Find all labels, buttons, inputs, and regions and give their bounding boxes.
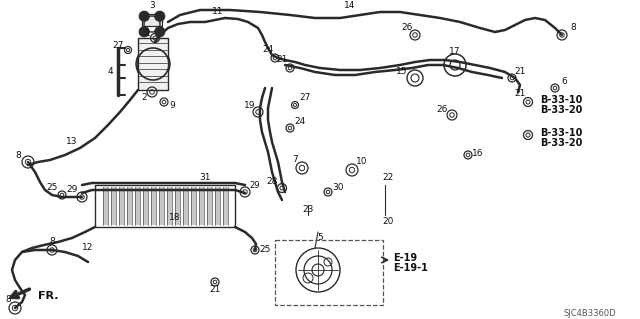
Bar — [143, 187, 148, 225]
Text: 9: 9 — [169, 100, 175, 109]
Text: 6: 6 — [561, 78, 567, 86]
Text: 21: 21 — [515, 68, 525, 77]
Bar — [215, 187, 220, 225]
Bar — [138, 38, 168, 90]
Text: 21: 21 — [515, 88, 525, 98]
Text: B-33-10: B-33-10 — [540, 128, 582, 138]
Text: 4: 4 — [107, 68, 113, 77]
Text: 27: 27 — [300, 93, 310, 102]
Text: 23: 23 — [302, 205, 314, 214]
Text: 20: 20 — [382, 218, 394, 226]
Text: 25: 25 — [259, 246, 271, 255]
Bar — [151, 187, 156, 225]
Circle shape — [140, 11, 149, 21]
Text: E-19-1: E-19-1 — [393, 263, 428, 273]
Text: 22: 22 — [382, 174, 394, 182]
Bar — [119, 187, 124, 225]
Circle shape — [155, 27, 164, 37]
Text: 29: 29 — [67, 186, 77, 195]
Text: B-33-20: B-33-20 — [540, 105, 582, 115]
Text: 15: 15 — [396, 68, 408, 77]
Text: 18: 18 — [169, 213, 180, 222]
Text: 1: 1 — [145, 28, 151, 38]
Circle shape — [140, 27, 149, 37]
Text: 8: 8 — [5, 295, 11, 305]
Text: 2: 2 — [141, 93, 147, 101]
Text: 12: 12 — [83, 243, 93, 253]
Text: 29: 29 — [250, 181, 260, 189]
Text: FR.: FR. — [38, 291, 58, 301]
Text: SJC4B3360D: SJC4B3360D — [564, 308, 616, 317]
Text: 14: 14 — [344, 1, 356, 10]
Text: 5: 5 — [317, 234, 323, 242]
Bar — [191, 187, 196, 225]
Bar — [199, 187, 204, 225]
Text: B-33-20: B-33-20 — [540, 138, 582, 148]
Bar — [127, 187, 132, 225]
Bar — [223, 187, 228, 225]
Text: 7: 7 — [292, 155, 298, 165]
Text: 10: 10 — [356, 158, 368, 167]
Text: 28: 28 — [266, 177, 278, 187]
Text: 21: 21 — [276, 56, 288, 64]
Text: 26: 26 — [401, 23, 413, 32]
Bar — [207, 187, 212, 225]
Text: 17: 17 — [449, 48, 461, 56]
Circle shape — [155, 11, 164, 21]
Text: 13: 13 — [67, 137, 77, 146]
Text: 26: 26 — [436, 106, 448, 115]
Bar — [95, 185, 235, 227]
Text: 30: 30 — [332, 183, 344, 192]
Bar — [175, 187, 180, 225]
Text: 8: 8 — [49, 236, 55, 246]
Text: 8: 8 — [570, 24, 576, 33]
Text: 25: 25 — [46, 183, 58, 192]
Text: 8: 8 — [15, 151, 21, 160]
Text: 27: 27 — [112, 41, 124, 49]
Bar — [159, 187, 164, 225]
Bar — [111, 187, 116, 225]
Text: 19: 19 — [244, 100, 256, 109]
Text: B-33-10: B-33-10 — [540, 95, 582, 105]
Text: 11: 11 — [212, 8, 224, 17]
Text: 24: 24 — [262, 46, 274, 55]
Text: 24: 24 — [294, 117, 306, 127]
Text: 16: 16 — [472, 149, 484, 158]
Bar — [275, 240, 383, 305]
Bar — [183, 187, 188, 225]
Bar — [167, 187, 172, 225]
Bar — [135, 187, 140, 225]
Bar — [103, 187, 108, 225]
Text: 21: 21 — [209, 286, 221, 294]
Text: 31: 31 — [199, 174, 211, 182]
Bar — [142, 14, 162, 26]
Text: 3: 3 — [149, 2, 155, 11]
Text: E-19: E-19 — [393, 253, 417, 263]
